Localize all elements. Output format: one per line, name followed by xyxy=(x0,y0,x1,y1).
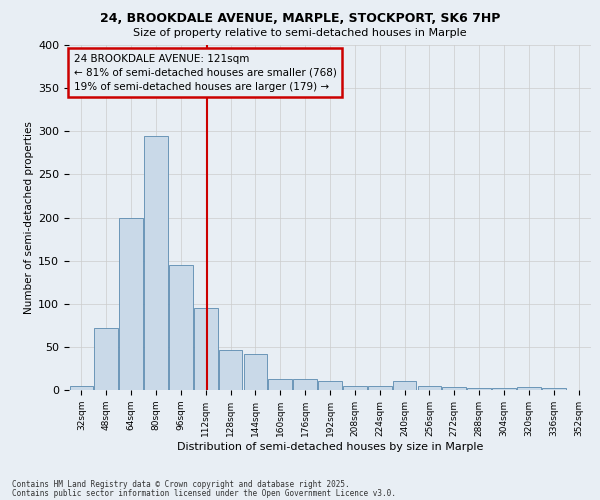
Bar xyxy=(542,388,566,390)
Bar xyxy=(70,386,93,390)
Bar xyxy=(467,388,491,390)
Bar xyxy=(268,379,292,390)
Text: Contains public sector information licensed under the Open Government Licence v3: Contains public sector information licen… xyxy=(12,488,396,498)
Bar xyxy=(194,308,218,390)
Bar xyxy=(318,382,342,390)
Text: 24 BROOKDALE AVENUE: 121sqm
← 81% of semi-detached houses are smaller (768)
19% : 24 BROOKDALE AVENUE: 121sqm ← 81% of sem… xyxy=(74,54,337,92)
Y-axis label: Number of semi-detached properties: Number of semi-detached properties xyxy=(24,121,34,314)
Text: Size of property relative to semi-detached houses in Marple: Size of property relative to semi-detach… xyxy=(133,28,467,38)
Bar xyxy=(418,386,441,390)
Bar xyxy=(343,386,367,390)
Bar xyxy=(492,388,516,390)
Bar xyxy=(169,265,193,390)
Bar xyxy=(393,382,416,390)
Text: Contains HM Land Registry data © Crown copyright and database right 2025.: Contains HM Land Registry data © Crown c… xyxy=(12,480,350,489)
Bar xyxy=(94,328,118,390)
Bar xyxy=(144,136,168,390)
Bar xyxy=(244,354,267,390)
Text: 24, BROOKDALE AVENUE, MARPLE, STOCKPORT, SK6 7HP: 24, BROOKDALE AVENUE, MARPLE, STOCKPORT,… xyxy=(100,12,500,26)
Bar xyxy=(442,386,466,390)
Bar xyxy=(517,388,541,390)
X-axis label: Distribution of semi-detached houses by size in Marple: Distribution of semi-detached houses by … xyxy=(177,442,483,452)
Bar xyxy=(368,386,392,390)
Bar xyxy=(219,350,242,390)
Bar xyxy=(119,218,143,390)
Bar xyxy=(293,379,317,390)
